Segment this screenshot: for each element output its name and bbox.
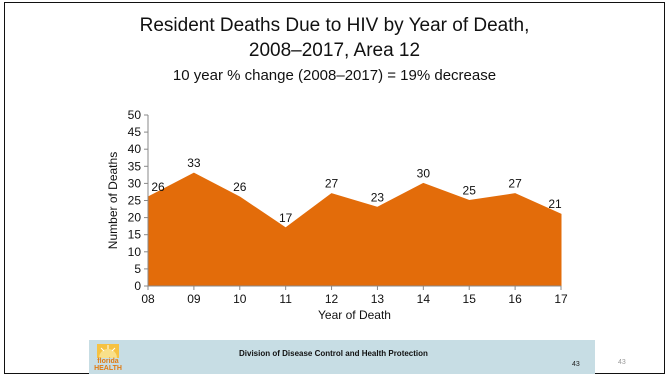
data-label: 33 xyxy=(187,156,201,170)
data-label: 30 xyxy=(417,166,431,180)
sun-icon xyxy=(97,344,119,358)
y-tick-label: 0 xyxy=(134,279,141,293)
y-axis-title: Number of Deaths xyxy=(106,152,120,249)
x-tick-label: 10 xyxy=(233,292,247,306)
logo-text-florida: florida xyxy=(97,358,119,365)
area-chart: 0 5 10 15 20 25 30 35 40 45 50 08 09 10 11 12 13 14 15 16 17… xyxy=(106,108,568,322)
footer-page-number: 43 xyxy=(572,361,580,368)
slide: Resident Deaths Due to HIV by Year of De… xyxy=(4,2,665,374)
chart-subtitle: 10 year % change (2008–2017) = 19% decre… xyxy=(172,67,497,84)
footer-division-text: Division of Disease Control and Health P… xyxy=(239,349,428,358)
data-label: 27 xyxy=(325,177,339,191)
area-series xyxy=(147,172,562,287)
x-axis-title: Year of Death xyxy=(318,308,391,322)
data-label: 23 xyxy=(371,190,385,204)
x-tick-label: 14 xyxy=(417,292,431,306)
data-label: 26 xyxy=(151,180,165,194)
y-tick-label: 5 xyxy=(134,262,141,276)
y-tick-label: 50 xyxy=(128,108,142,122)
x-tick-label: 11 xyxy=(279,292,292,306)
y-tick-label: 10 xyxy=(128,245,142,259)
y-tick-label: 45 xyxy=(128,125,142,139)
x-tick-label: 12 xyxy=(325,292,339,306)
logo-text-health: HEALTH xyxy=(94,365,122,372)
y-tick-label: 25 xyxy=(128,194,142,208)
chart-title: Resident Deaths Due to HIV by Year of De… xyxy=(139,15,530,36)
chart-title-line2: 2008–2017, Area 12 xyxy=(248,40,421,61)
x-tick-label: 15 xyxy=(463,292,477,306)
data-label: 21 xyxy=(548,197,562,211)
x-tick-label: 13 xyxy=(371,292,385,306)
x-tick-label: 09 xyxy=(187,292,201,306)
data-label: 25 xyxy=(463,184,477,198)
y-tick-label: 20 xyxy=(128,211,142,225)
data-label: 26 xyxy=(233,180,247,194)
slide-number: 43 xyxy=(618,359,626,366)
florida-health-logo: florida HEALTH xyxy=(91,342,125,372)
y-tick-label: 40 xyxy=(128,142,142,156)
y-tick-label: 30 xyxy=(128,176,142,190)
y-tick-label: 15 xyxy=(128,228,142,242)
y-tick-label: 35 xyxy=(128,159,142,173)
x-tick-label: 08 xyxy=(141,292,155,306)
data-label: 27 xyxy=(508,177,522,191)
footer-bar: florida HEALTH Division of Disease Contr… xyxy=(89,340,595,374)
x-tick-label: 17 xyxy=(554,292,568,306)
x-tick-label: 16 xyxy=(508,292,522,306)
data-label: 17 xyxy=(279,211,293,225)
